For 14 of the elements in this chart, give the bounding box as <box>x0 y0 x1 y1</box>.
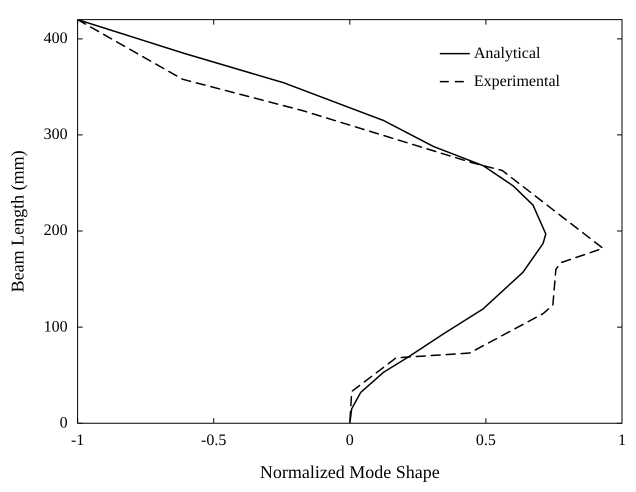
x-tick-label: -1 <box>70 432 84 450</box>
y-tick-label: 200 <box>44 222 68 240</box>
x-tick-label: 0.5 <box>476 432 496 450</box>
y-axis-title: Beam Length (mm) <box>8 150 28 292</box>
y-tick-label: 0 <box>60 414 68 432</box>
x-axis-title: Normalized Mode Shape <box>260 462 440 482</box>
x-tick-label: 1 <box>618 432 626 450</box>
y-tick-label: 400 <box>44 30 68 48</box>
x-tick-label: -0.5 <box>201 432 226 450</box>
legend-label: Experimental <box>474 72 561 90</box>
y-tick-label: 300 <box>44 126 68 144</box>
x-tick-label: 0 <box>346 432 354 450</box>
y-tick-label: 100 <box>44 318 68 336</box>
legend-label: Analytical <box>474 44 542 62</box>
